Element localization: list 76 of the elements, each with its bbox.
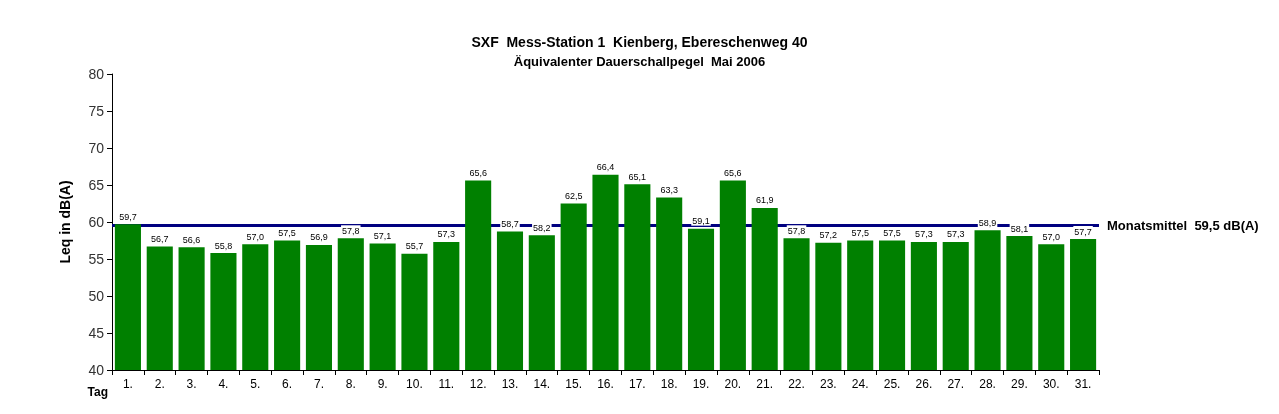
x-tick-label: 20. (724, 377, 742, 391)
y-axis-title: Leq in dB(A) (57, 180, 73, 264)
data-label: 59,7 (119, 211, 137, 222)
x-tick-label: 17. (628, 377, 646, 391)
ref-line-label: Monatsmittel 59,5 dB(A) (1107, 218, 1259, 234)
x-tick-label: 12. (469, 377, 487, 391)
x-tick-label: 9. (377, 377, 388, 391)
chart-title: SXF Mess-Station 1 Kienberg, Ebereschenweg 40 (471, 34, 808, 50)
x-tick-label: 6. (282, 377, 293, 391)
data-label: 55,7 (405, 241, 424, 252)
y-tick-label: 60 (88, 214, 105, 230)
y-tick-label: 65 (88, 177, 105, 193)
data-label: 65,1 (628, 171, 647, 182)
data-label: 61,9 (755, 195, 774, 206)
y-tick-label: 50 (88, 288, 105, 304)
data-label: 56,7 (150, 233, 169, 244)
x-tick-label: 23. (820, 377, 837, 391)
data-label: 65,6 (724, 168, 742, 179)
x-tick-label: 8. (345, 377, 356, 391)
data-label: 57,8 (342, 225, 360, 236)
x-tick-label: 18. (660, 377, 678, 391)
x-tick-label: 22. (788, 377, 805, 391)
x-tick-label: 24. (851, 377, 869, 391)
y-tick-label: 45 (88, 325, 105, 341)
data-label: 57,5 (883, 228, 901, 238)
x-tick-label: 15. (565, 377, 583, 391)
x-tick-label: 14. (533, 377, 551, 391)
data-label: 56,6 (182, 234, 201, 245)
x-tick-label: 2. (154, 377, 165, 391)
data-label: 56,9 (310, 232, 328, 243)
x-tick-label: 28. (979, 377, 996, 391)
data-label: 57,3 (915, 229, 933, 240)
chart-subtitle: Äquivalenter Dauerschallpegel Mai 2006 (513, 54, 766, 69)
y-tick-label: 75 (88, 103, 105, 119)
data-label: 57,0 (1042, 231, 1061, 242)
x-axis-title: Tag (87, 385, 108, 399)
data-label: 57,2 (819, 230, 838, 241)
data-label: 57,0 (246, 231, 265, 242)
x-tick-label: 4. (218, 377, 229, 391)
x-tick-label: 30. (1042, 377, 1060, 391)
x-tick-label: 1. (122, 377, 133, 391)
x-tick-label: 3. (186, 377, 197, 391)
x-tick-label: 31. (1074, 377, 1092, 391)
data-label: 58,2 (533, 222, 551, 233)
data-label: 57,3 (437, 229, 456, 240)
data-label: 55,8 (214, 240, 233, 251)
y-tick-label: 40 (88, 362, 105, 378)
x-tick-label: 16. (597, 377, 614, 391)
x-tick-label: 27. (947, 377, 965, 391)
data-label: 57,3 (946, 229, 965, 240)
data-label: 58,9 (978, 217, 997, 228)
x-tick-label: 5. (250, 377, 261, 391)
x-tick-label: 11. (438, 377, 455, 391)
data-label: 57,5 (851, 228, 869, 238)
data-label: 63,3 (660, 185, 678, 196)
data-label: 58,7 (501, 219, 519, 230)
data-label: 62,5 (564, 191, 583, 201)
x-tick-label: 7. (313, 377, 324, 391)
x-tick-label: 13. (501, 377, 519, 391)
x-tick-label: 29. (1011, 377, 1028, 391)
x-tick-label: 19. (692, 377, 710, 391)
data-label: 57,7 (1074, 226, 1092, 237)
data-label: 65,6 (469, 168, 487, 179)
x-tick-label: 10. (406, 377, 423, 391)
data-label: 59,1 (692, 216, 710, 227)
data-label: 57,1 (373, 230, 392, 241)
y-tick-label: 80 (88, 66, 105, 82)
data-label: 57,8 (787, 225, 806, 236)
y-tick-label: 70 (88, 140, 105, 156)
x-tick-label: 21. (756, 377, 774, 391)
y-tick-label: 55 (88, 251, 105, 267)
x-tick-label: 26. (915, 377, 933, 391)
data-label: 58,1 (1010, 223, 1029, 234)
data-label: 66,4 (596, 162, 615, 173)
data-label: 57,5 (278, 228, 296, 238)
x-tick-label: 25. (883, 377, 901, 391)
